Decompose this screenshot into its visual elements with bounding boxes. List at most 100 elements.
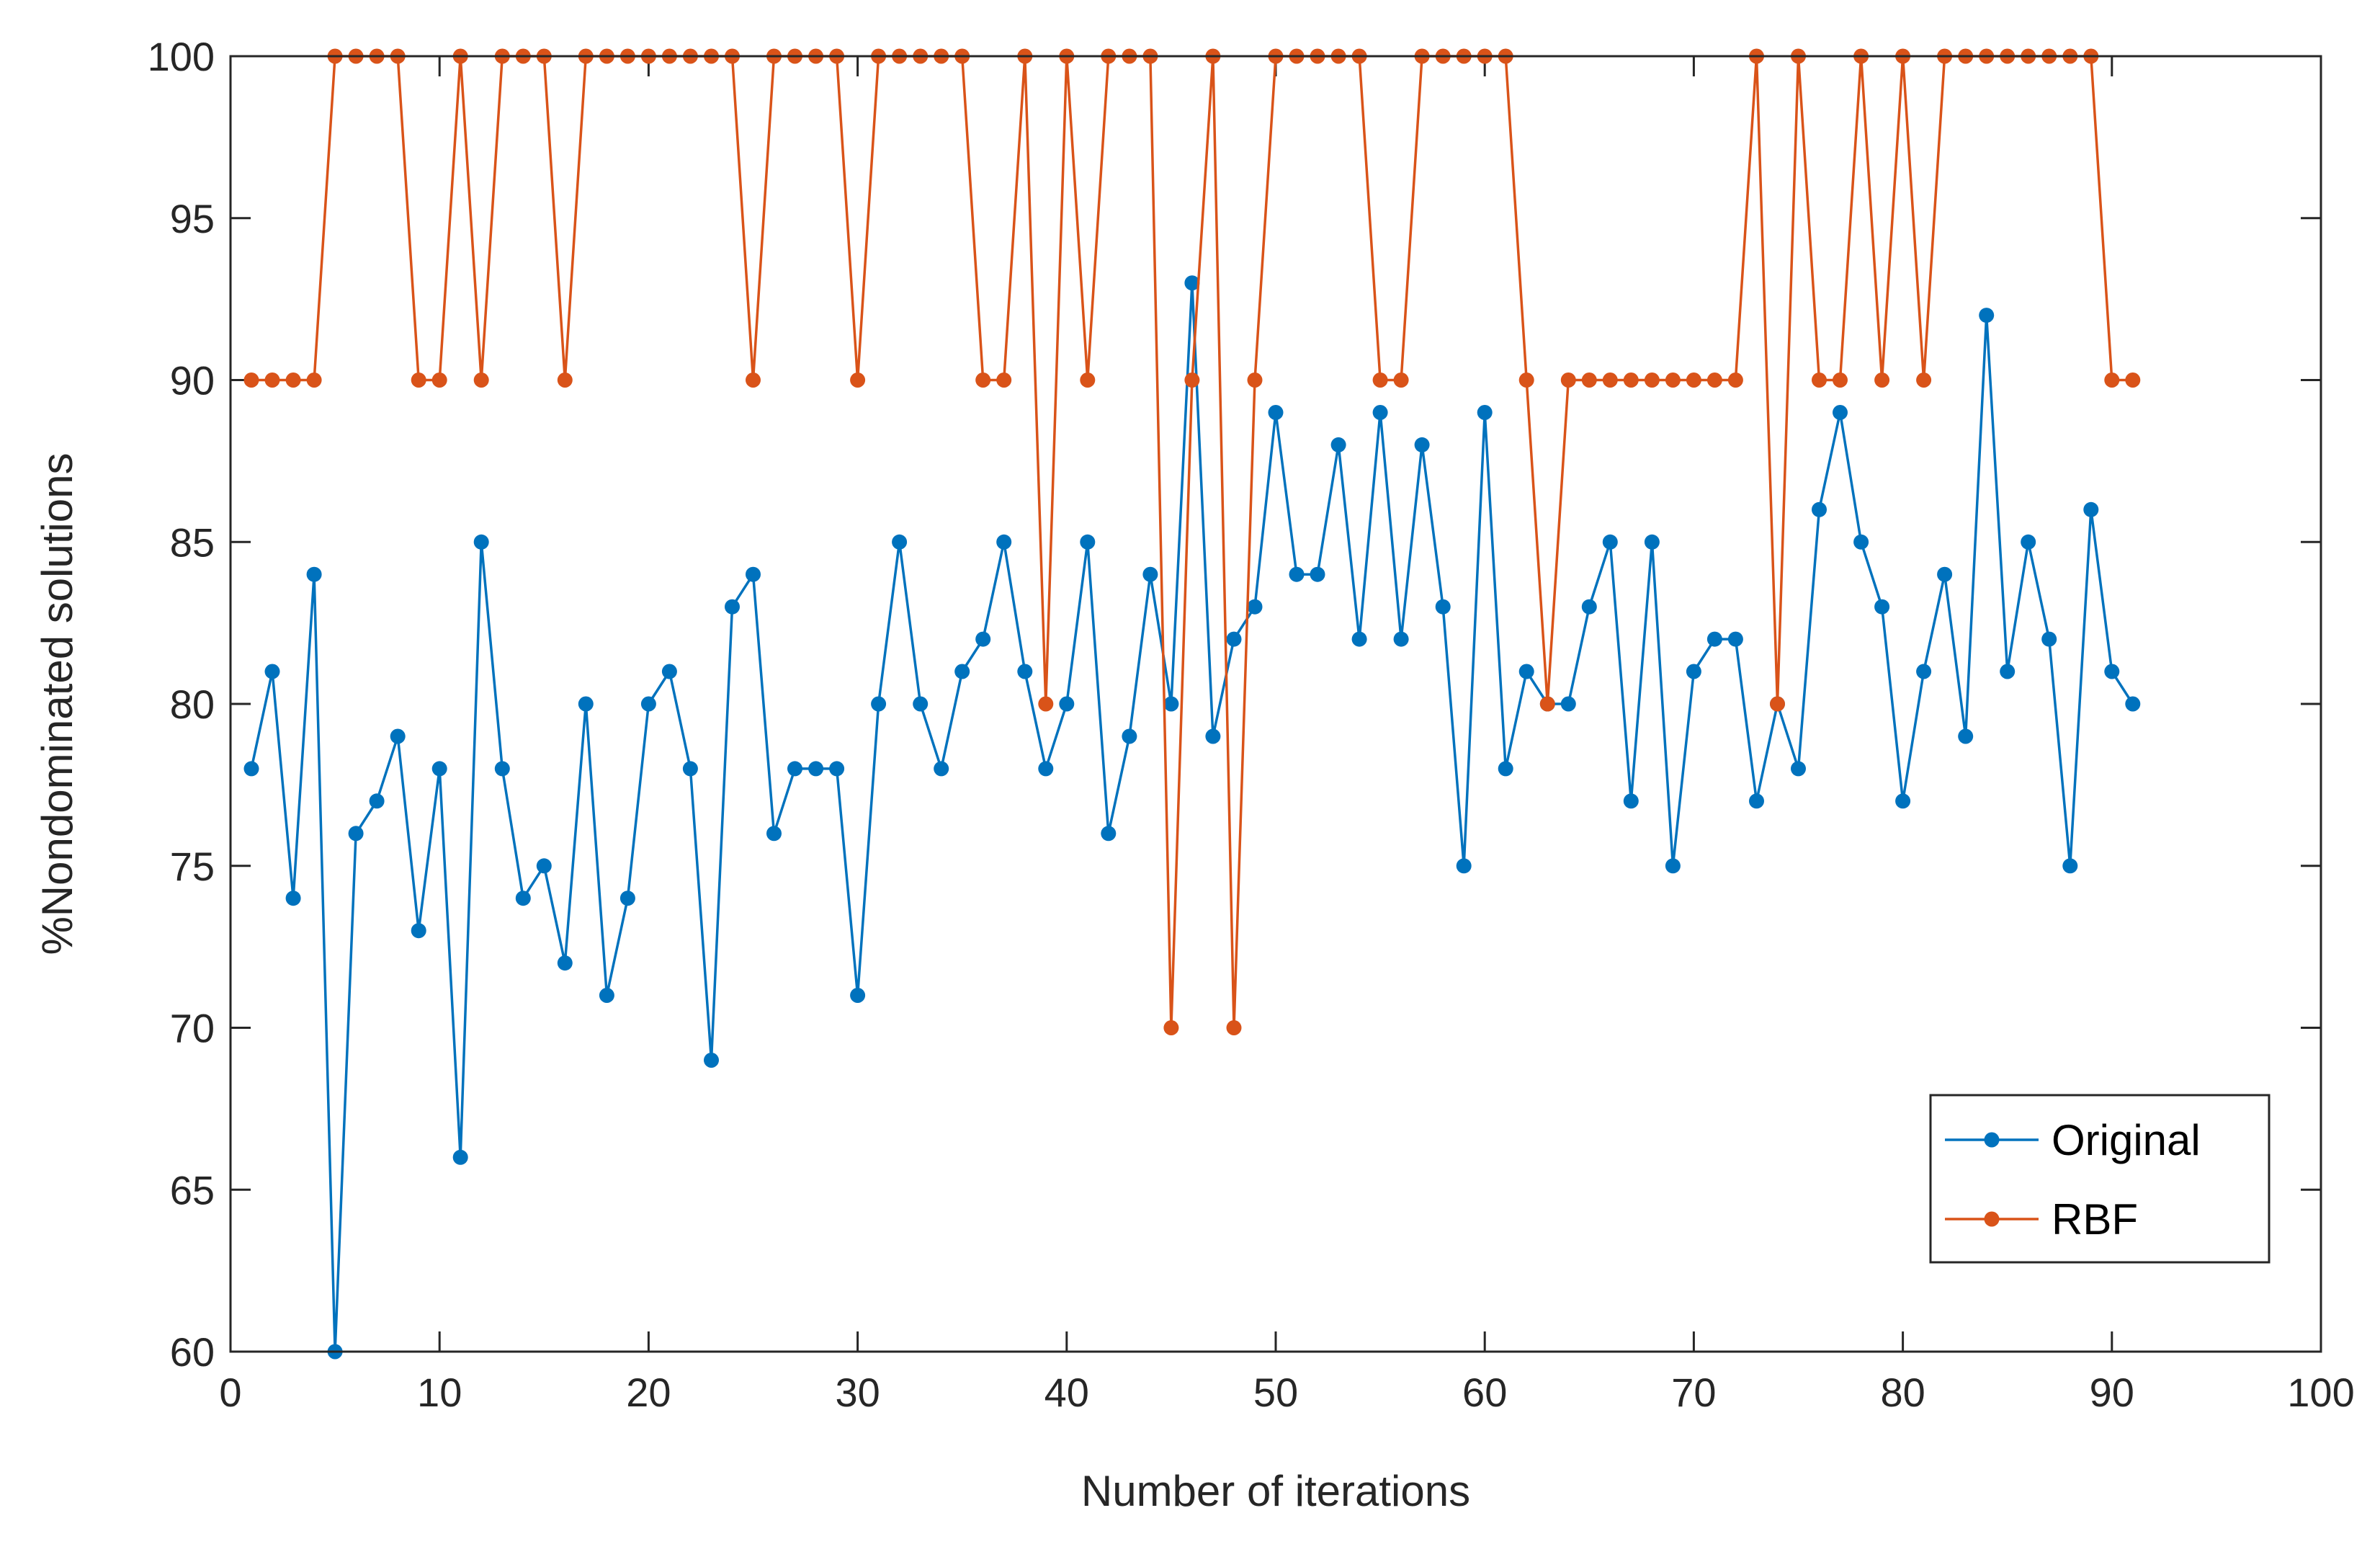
data-point-original [1393,631,1409,647]
data-point-original [1414,437,1430,452]
data-point-original [1310,566,1325,582]
data-point-rbf [1581,372,1597,388]
data-point-original [1727,631,1743,647]
legend-label-rbf: RBF [2052,1195,2138,1244]
data-point-original [306,566,322,582]
x-tick-label: 40 [1044,1370,1089,1415]
data-point-original [1226,631,1242,647]
data-point-original [557,955,573,971]
data-point-rbf [1184,372,1200,388]
y-ticks: 60 65 70 75 80 85 90 95 100 [148,34,2321,1375]
data-point-original [1749,793,1764,809]
data-point-rbf [306,372,322,388]
x-tick-label: 70 [1671,1370,1716,1415]
data-point-original [2125,696,2141,712]
data-point-original [2062,858,2078,874]
data-point-rbf [1812,372,1827,388]
data-point-original [746,566,761,582]
data-point-rbf [1833,372,1848,388]
data-point-original [1706,631,1722,647]
legend-swatch-marker [1984,1211,2000,1227]
data-point-rbf [1874,372,1890,388]
data-point-original [1979,308,1995,323]
data-point-original [431,761,447,777]
data-point-rbf [1560,372,1576,388]
data-point-rbf [1665,372,1681,388]
legend: Original RBF [1929,1094,2271,1264]
data-point-original [1122,728,1137,744]
data-point-original [285,891,301,906]
data-point-rbf [1770,696,1785,712]
y-tick-label: 90 [170,358,215,403]
data-point-rbf [1539,696,1555,712]
series-layer [243,48,2141,1360]
data-point-rbf [1080,372,1096,388]
data-point-original [1518,664,1534,679]
data-point-original [661,664,677,679]
data-point-original [1791,761,1806,777]
data-point-original [1498,761,1513,777]
data-point-original [640,696,656,712]
data-point-original [1289,566,1305,582]
data-point-original [1163,696,1179,712]
data-point-original [599,988,614,1003]
y-axis-label: %Nondominated solutions [33,452,81,955]
data-point-original [2104,664,2120,679]
data-point-original [934,761,949,777]
data-point-rbf [1038,696,1054,712]
y-tick-label: 100 [148,34,215,79]
x-tick-label: 10 [417,1370,462,1415]
y-tick-label: 75 [170,844,215,889]
y-tick-label: 85 [170,519,215,565]
data-point-original [2021,534,2036,550]
data-point-original [264,664,280,679]
data-point-rbf [2104,372,2120,388]
data-point-rbf [850,372,866,388]
data-point-original [892,534,908,550]
data-point-original [1268,405,1284,420]
data-point-original [1602,534,1618,550]
data-point-original [829,761,845,777]
data-point-rbf [975,372,991,388]
legend-label-original: Original [2052,1116,2201,1164]
data-point-original [1581,599,1597,615]
data-point-original [1101,826,1117,842]
x-tick-label: 50 [1253,1370,1298,1415]
x-tick-label: 90 [2090,1370,2134,1415]
data-point-original [1686,664,1701,679]
data-point-rbf [1727,372,1743,388]
data-point-original [1059,696,1075,712]
x-tick-label: 20 [626,1370,671,1415]
x-tick-label: 30 [835,1370,880,1415]
data-point-rbf [1916,372,1932,388]
data-point-original [954,664,970,679]
x-ticks: 0 10 20 30 40 50 60 70 80 90 100 [219,56,2355,1415]
data-point-original [1833,405,1848,420]
data-point-original [1623,793,1639,809]
data-point-original [1874,599,1890,615]
data-point-original [1895,793,1911,809]
data-point-original [1477,405,1493,420]
data-point-original [913,696,929,712]
x-tick-label: 80 [1880,1370,1925,1415]
data-point-original [494,761,510,777]
data-point-original [1560,696,1576,712]
x-tick-label: 100 [2287,1370,2354,1415]
data-point-original [1812,501,1827,517]
series-rbf [243,48,2141,1035]
data-point-rbf [1247,372,1263,388]
data-point-rbf [1372,372,1388,388]
data-point-original [1038,761,1054,777]
data-point-original [975,631,991,647]
data-point-original [578,696,594,712]
data-point-original [1937,566,1953,582]
data-point-rbf [1393,372,1409,388]
y-tick-label: 95 [170,196,215,241]
data-point-original [1916,664,1932,679]
data-point-rbf [285,372,301,388]
data-point-rbf [1623,372,1639,388]
data-point-rbf [2125,372,2141,388]
data-point-rbf [746,372,761,388]
data-point-rbf [243,372,259,388]
data-point-rbf [1644,372,1660,388]
